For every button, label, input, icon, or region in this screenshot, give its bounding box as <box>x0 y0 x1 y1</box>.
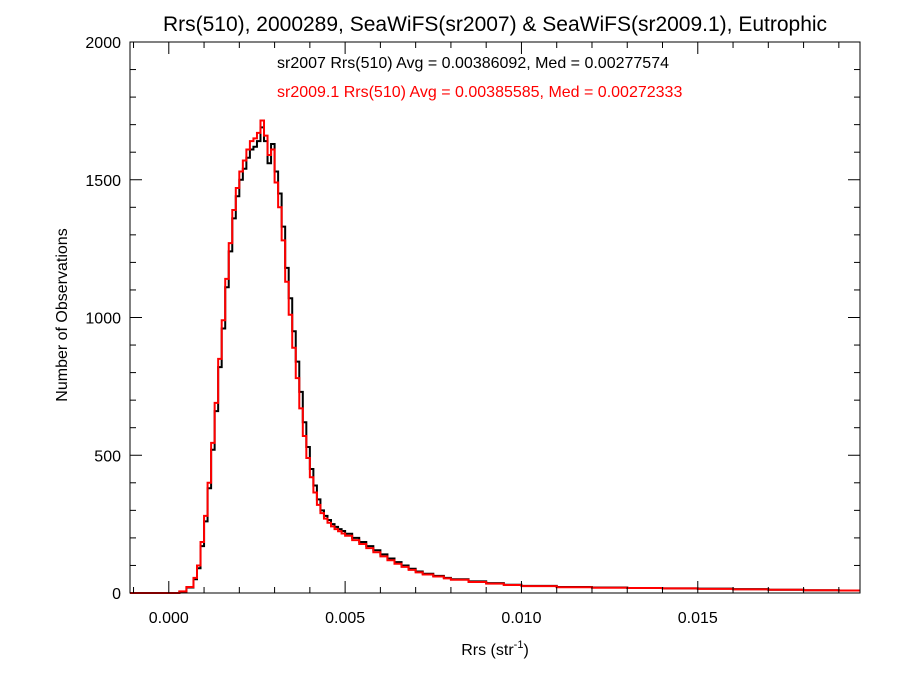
series-line-sr2009 <box>130 119 860 594</box>
y-tick-label: 1500 <box>85 173 121 190</box>
plot-frame <box>129 41 861 594</box>
x-tick-label: 0.010 <box>501 610 541 627</box>
x-axis-label-main: Rrs (str <box>461 642 514 659</box>
chart-title: Rrs(510), 2000289, SeaWiFS(sr2007) & Sea… <box>163 13 827 36</box>
legend-label-sr2007: sr2007 Rrs(510) Avg = 0.00386092, Med = … <box>277 55 669 72</box>
y-axis-ticks: 0 500 1000 1500 2000 <box>85 35 860 603</box>
legend-label-sr2009: sr2009.1 Rrs(510) Avg = 0.00385585, Med … <box>277 84 682 101</box>
y-tick-label: 1000 <box>85 311 121 328</box>
y-tick-label: 0 <box>112 586 121 603</box>
series-group <box>130 119 860 594</box>
y-tick-label: 2000 <box>85 35 121 52</box>
x-axis-ticks: 0.000 0.005 0.010 0.015 <box>133 42 840 627</box>
x-tick-label: 0.000 <box>149 610 189 627</box>
x-axis-label: Rrs (str-1) <box>461 639 529 659</box>
x-tick-label: 0.015 <box>678 610 718 627</box>
series-line-sr2007 <box>130 126 860 594</box>
x-axis-label-close: ) <box>523 642 528 659</box>
x-axis-label-superscript: -1 <box>514 639 524 651</box>
y-axis-label: Number of Observations <box>54 228 71 401</box>
x-tick-label: 0.005 <box>325 610 365 627</box>
y-tick-label: 500 <box>94 448 121 465</box>
